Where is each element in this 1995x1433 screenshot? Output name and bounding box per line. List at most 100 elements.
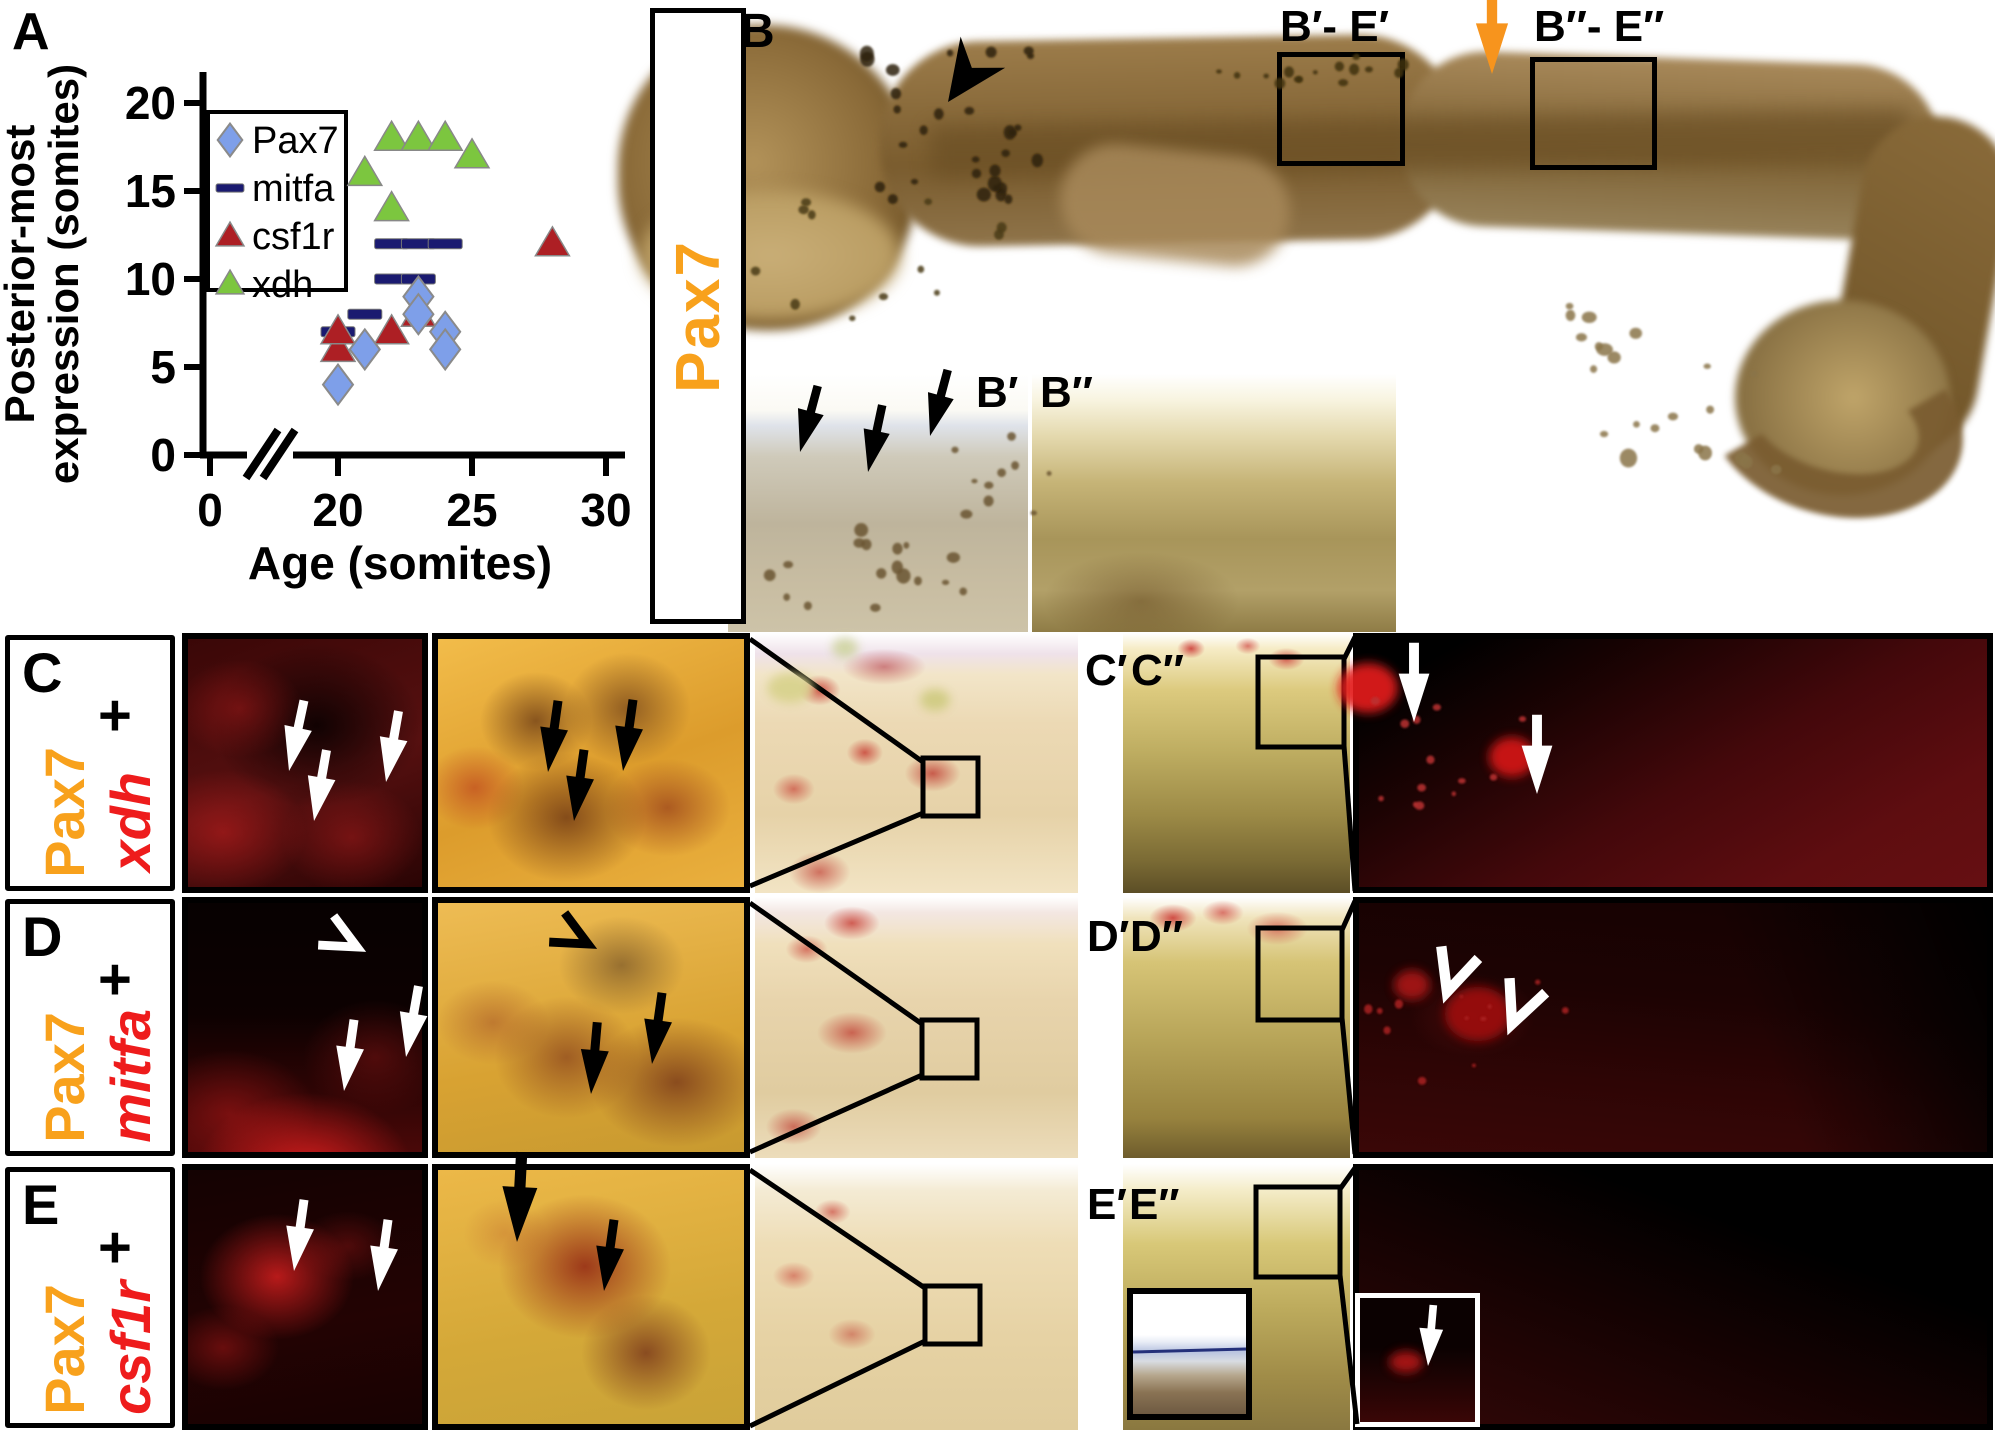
pigment-dot [1607, 351, 1621, 364]
marker-triangle [373, 313, 410, 345]
axis-break-marks [242, 427, 299, 481]
pigment-dot [859, 45, 874, 62]
histology-basement-line [1132, 1347, 1247, 1354]
pigment-dot [1693, 444, 1704, 454]
y-tick-label: 5 [150, 341, 176, 393]
row-e-pax7-label: Pax7 [33, 1284, 96, 1415]
chart-y-axis-label-line2: expression (somites) [40, 63, 88, 485]
marker-triangle [214, 220, 246, 247]
marker-diamond [428, 327, 462, 372]
marker-triangle [319, 313, 357, 345]
legend-label: mitfa [252, 168, 335, 210]
panel-bdblprime-image [1032, 374, 1396, 632]
pigment-dot [1594, 342, 1603, 351]
panel-dprime-image [755, 897, 1078, 1158]
y-tick-label: 0 [150, 429, 176, 481]
pigment-dot [1596, 343, 1613, 356]
marker-diamond [216, 121, 244, 159]
panel-cdblprime-label: C′′ [1131, 646, 1184, 695]
marker-triangle [400, 119, 437, 151]
row-d-gene-label: mitfa [99, 1009, 162, 1143]
region-box-bdblprime-edblprime [1530, 57, 1657, 170]
pigment-dot [1590, 365, 1598, 373]
row-e-label-box: E + Pax7 csf1r [5, 1167, 175, 1428]
marker-dash [427, 238, 463, 250]
row-e-brightfield-closeup [432, 1164, 750, 1430]
legend-label: xdh [252, 264, 313, 306]
fluorescence-inset-image [1355, 1293, 1480, 1427]
x-tick-label: 0 [197, 484, 223, 536]
chart-x-axis-label: Age (somites) [247, 537, 553, 589]
row-e-gene-label: csf1r [99, 1281, 162, 1415]
x-tick-label: 20 [312, 484, 363, 536]
row-e-plus: + [98, 1215, 132, 1280]
pigment-dot [917, 265, 925, 273]
panel-dprime-label: D′ [1087, 912, 1130, 961]
region-label-bdblprime-edblprime: B′′- E′′ [1534, 2, 1665, 51]
x-tick-label: 30 [580, 484, 631, 536]
marker-triangle [534, 225, 571, 257]
y-tick-label: 20 [125, 77, 176, 129]
row-c-pax7-label: Pax7 [33, 747, 96, 878]
marker-triangle [373, 190, 410, 222]
marker-triangle [319, 330, 357, 363]
pigment-dot [1650, 424, 1660, 433]
pax7-side-label-box: Pax7 [650, 8, 746, 624]
pigment-dot [1667, 412, 1679, 421]
pigment-dot [1633, 421, 1640, 428]
panel-bprime-label: B′ [976, 368, 1019, 417]
pigment-dot [1698, 445, 1712, 461]
marker-triangle [426, 119, 464, 151]
scatter-chart: 0 5 10 15 20 0 20 25 30 Pax7 mitfa csf1r xdh [125, 72, 632, 536]
marker-dash [347, 308, 383, 320]
row-d-plus: + [98, 947, 132, 1012]
panel-ddblprime-label: D′′ [1130, 912, 1183, 961]
histology-inset-image [1127, 1288, 1252, 1420]
marker-dash [215, 183, 245, 193]
pax7-side-label: Pax7 [663, 239, 733, 393]
panel-cprime-label: C′ [1085, 646, 1128, 695]
region-label-bprime-eprime: B′- E′ [1280, 2, 1390, 51]
row-d-fluorescence-closeup [182, 897, 428, 1158]
pigment-dot [933, 289, 940, 296]
chart-y-axis-label-line1: Posterior-most [0, 124, 43, 424]
row-c-letter: C [22, 641, 63, 704]
marker-triangle [453, 137, 491, 169]
pigment-dot [885, 64, 900, 76]
marker-diamond [402, 292, 435, 336]
pigment-dot [849, 315, 856, 322]
row-e-letter: E [22, 1173, 60, 1236]
row-e-fluorescence-closeup [182, 1164, 428, 1430]
pigment-dot [1703, 363, 1711, 369]
pigment-dot [1581, 311, 1597, 323]
marker-triangle [346, 154, 384, 187]
row-c-plus: + [98, 683, 132, 748]
row-d-letter: D [22, 905, 63, 968]
chart-y-axis-label: Posterior-most expression (somites) [0, 39, 88, 509]
marker-diamond [321, 362, 355, 407]
row-d-pax7-label: Pax7 [33, 1012, 96, 1143]
row-d-brightfield-closeup [432, 897, 750, 1158]
row-c-fluorescence-wide [1353, 633, 1993, 893]
x-tick-label: 25 [446, 484, 497, 536]
pigment-dot [1599, 430, 1609, 438]
pigment-dot [1629, 327, 1643, 339]
panel-eprime-image [755, 1164, 1078, 1430]
pigment-dot [1619, 448, 1638, 468]
row-d-fluorescence-wide [1353, 897, 1993, 1158]
pigment-dot [1565, 302, 1574, 310]
row-d-label-box: D + Pax7 mitfa [5, 899, 175, 1156]
panel-a-letter: A [12, 3, 50, 61]
legend-label: csf1r [252, 216, 335, 258]
pigment-dot [1575, 333, 1587, 342]
legend-label: Pax7 [252, 120, 339, 162]
marker-diamond [348, 327, 382, 372]
panel-edblprime-label: E′′ [1129, 1180, 1180, 1229]
embryo-tail-tip-shape [1735, 300, 1950, 495]
row-c-brightfield-closeup [432, 633, 750, 893]
y-tick-label: 15 [125, 165, 176, 217]
marker-triangle [214, 268, 246, 295]
panel-cprime-image [755, 633, 1078, 893]
row-c-label-box: C + Pax7 xdh [5, 635, 175, 891]
